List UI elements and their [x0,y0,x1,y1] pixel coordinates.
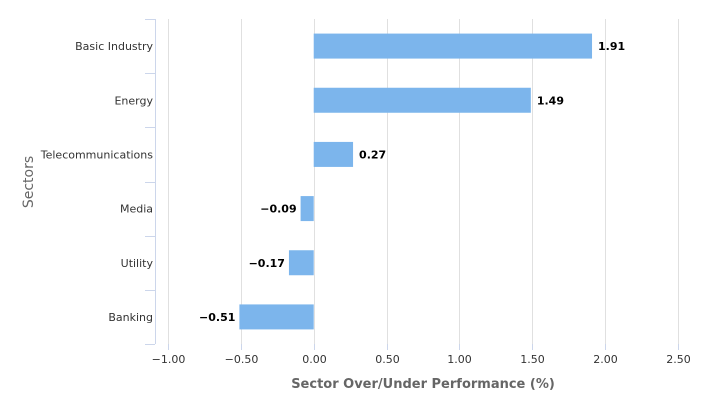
data-label: 1.49 [537,94,564,107]
x-tick-label: 0.50 [375,353,400,366]
category-label: Utility [121,257,154,270]
category-label: Basic Industry [75,40,153,53]
x-tick-label: 1.00 [447,353,472,366]
data-labels: 1.91 1.49 0.27 −0.09 −0.17 −0.51 [199,40,625,324]
data-label: 0.27 [359,148,386,161]
bar-energy [313,87,531,113]
x-tick-label: 0.00 [302,353,327,366]
data-label: 1.91 [598,40,625,53]
bars [239,33,593,330]
y-axis-title: Sectors [21,156,37,208]
x-tick-label: 2.00 [593,353,618,366]
bar-utility [288,250,314,276]
bar-banking [239,304,314,330]
category-label: Telecommunications [40,148,154,161]
x-axis: −1.00 −0.50 0.00 0.50 1.00 1.50 2.00 2.50 [152,344,691,366]
data-label: −0.51 [199,311,235,324]
bar-basic-industry [313,33,593,59]
bar-telecommunications [313,141,354,167]
x-tick-label: −1.00 [152,353,186,366]
x-tick-label: 2.50 [666,353,691,366]
x-axis-title: Sector Over/Under Performance (%) [291,377,555,392]
category-label: Energy [114,94,153,107]
bar-media [300,196,314,222]
data-label: −0.09 [260,203,296,216]
x-tick-label: −0.50 [225,353,259,366]
category-label: Media [120,203,153,216]
category-label: Banking [108,311,153,324]
data-label: −0.17 [249,257,285,270]
gridlines [168,19,679,344]
y-axis: Basic Industry Energy Telecommunications Me… [40,19,156,345]
x-tick-label: 1.50 [520,353,545,366]
